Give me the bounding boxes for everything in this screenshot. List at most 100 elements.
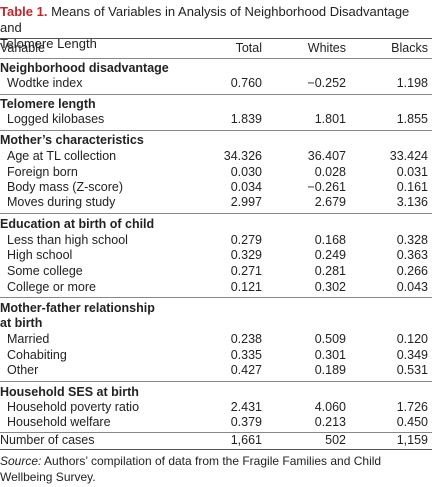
top-rule	[0, 38, 432, 39]
section-title: Education at birth of child	[0, 217, 155, 231]
cell-whites: 0.509	[314, 332, 346, 346]
table-row: Moves during study 2.997 2.679 3.136	[0, 194, 432, 210]
table-row: Married 0.238 0.509 0.120	[0, 331, 432, 347]
table-row: Some college 0.271 0.281 0.266	[0, 263, 432, 279]
section-title: Household SES at birth	[0, 385, 139, 399]
row-label: Age at TL collection	[7, 149, 117, 163]
section-title: Telomere length	[0, 97, 96, 111]
section-rule	[0, 432, 432, 433]
cell-whites: 2.679	[314, 195, 346, 209]
table-row: Household welfare 0.379 0.213 0.450	[0, 414, 432, 430]
source-note: Source: Authors’ compilation of data fro…	[0, 453, 432, 485]
table-title-line1: Means of Variables in Analysis of Neighb…	[0, 4, 410, 35]
cell-blacks: 0.161	[396, 180, 428, 194]
row-label: Household poverty ratio	[7, 400, 140, 414]
row-label: Less than high school	[7, 233, 128, 247]
cell-blacks: 0.531	[396, 363, 428, 377]
table-title-line2: Telomere Length	[0, 36, 97, 51]
section-header-row: at birth	[0, 315, 432, 331]
section-title: Neighborhood disadvantage	[0, 61, 169, 75]
cell-whites: 502	[325, 433, 346, 447]
cases-label: Number of cases	[0, 433, 95, 447]
table-row: Less than high school 0.279 0.168 0.328	[0, 232, 432, 248]
table-row: Age at TL collection 34.326 36.407 33.42…	[0, 148, 432, 164]
cell-whites: 4.060	[314, 400, 346, 414]
row-label: Wodtke index	[7, 76, 83, 90]
row-label: Logged kilobases	[7, 112, 105, 126]
row-label: Some college	[7, 264, 83, 278]
cell-total: 34.326	[223, 149, 262, 163]
table-row: Logged kilobases 1.839 1.801 1.855	[0, 111, 432, 127]
cell-blacks: 0.043	[396, 280, 428, 294]
column-header-whites: Whites	[307, 41, 346, 55]
column-header-total: Total	[235, 41, 262, 55]
cell-total: 0.121	[230, 280, 262, 294]
cell-whites: 0.302	[314, 280, 346, 294]
cell-whites: 36.407	[307, 149, 346, 163]
section-header-row: Telomere length	[0, 96, 432, 112]
table-row: College or more 0.121 0.302 0.043	[0, 279, 432, 295]
bottom-rule	[0, 449, 432, 450]
cell-whites: 0.028	[314, 165, 346, 179]
cell-total: 1.839	[230, 112, 262, 126]
cell-total: 0.329	[230, 248, 262, 262]
row-label: Cohabiting	[7, 348, 67, 362]
table-row: High school 0.329 0.249 0.363	[0, 247, 432, 263]
cell-blacks: 1.198	[396, 76, 428, 90]
column-header-variable: Variable	[0, 41, 45, 55]
table-row: Body mass (Z-score) 0.034 −0.261 0.161	[0, 179, 432, 195]
cell-total: 0.279	[230, 233, 262, 247]
table-row: Other 0.427 0.189 0.531	[0, 362, 432, 378]
cell-total: 0.335	[230, 348, 262, 362]
row-label: College or more	[7, 280, 96, 294]
section-header-row: Mother-father relationship	[0, 300, 432, 316]
cell-blacks: 0.266	[396, 264, 428, 278]
cell-blacks: 0.031	[396, 165, 428, 179]
section-title: Mother’s characteristics	[0, 133, 144, 147]
cell-blacks: 0.349	[396, 348, 428, 362]
cell-whites: 0.249	[314, 248, 346, 262]
header-rule	[0, 58, 432, 59]
section-rule	[0, 130, 432, 131]
cell-total: 0.238	[230, 332, 262, 346]
table-number-label: Table 1.	[0, 4, 48, 19]
cell-blacks: 1.726	[396, 400, 428, 414]
table-row: Wodtke index 0.760 −0.252 1.198	[0, 75, 432, 91]
cases-row: Number of cases 1,661 502 1,159	[0, 432, 432, 448]
table-caption: Table 1. Means of Variables in Analysis …	[0, 4, 430, 52]
section-header-row: Mother’s characteristics	[0, 132, 432, 148]
cell-total: 0.034	[230, 180, 262, 194]
cell-blacks: 1.855	[396, 112, 428, 126]
cell-blacks: 0.363	[396, 248, 428, 262]
column-header-row: Variable Total Whites Blacks	[0, 40, 432, 56]
row-label: Moves during study	[7, 195, 116, 209]
cell-whites: −0.252	[307, 76, 346, 90]
cell-total: 0.271	[230, 264, 262, 278]
section-header-row: Household SES at birth	[0, 384, 432, 400]
cell-whites: 0.168	[314, 233, 346, 247]
column-header-blacks: Blacks	[391, 41, 428, 55]
cell-total: 1,661	[230, 433, 262, 447]
cell-total: 2.431	[230, 400, 262, 414]
section-title-line1: Mother-father relationship	[0, 301, 155, 315]
source-label: Source:	[0, 454, 42, 468]
section-title-line2: at birth	[0, 316, 43, 330]
section-rule	[0, 381, 432, 382]
row-label: Body mass (Z-score)	[7, 180, 123, 194]
cell-blacks: 0.120	[396, 332, 428, 346]
cell-total: 2.997	[230, 195, 262, 209]
cell-blacks: 1,159	[396, 433, 428, 447]
section-header-row: Education at birth of child	[0, 216, 432, 232]
section-header-row: Neighborhood disadvantage	[0, 60, 432, 76]
cell-total: 0.427	[230, 363, 262, 377]
row-label: Foreign born	[7, 165, 78, 179]
row-label: Other	[7, 363, 39, 377]
section-rule	[0, 213, 432, 214]
section-rule	[0, 94, 432, 95]
cell-total: 0.760	[230, 76, 262, 90]
cell-total: 0.030	[230, 165, 262, 179]
cell-whites: 0.189	[314, 363, 346, 377]
source-text: Authors’ compilation of data from the Fr…	[0, 454, 382, 484]
row-label: Household welfare	[7, 415, 111, 429]
table-row: Foreign born 0.030 0.028 0.031	[0, 164, 432, 180]
